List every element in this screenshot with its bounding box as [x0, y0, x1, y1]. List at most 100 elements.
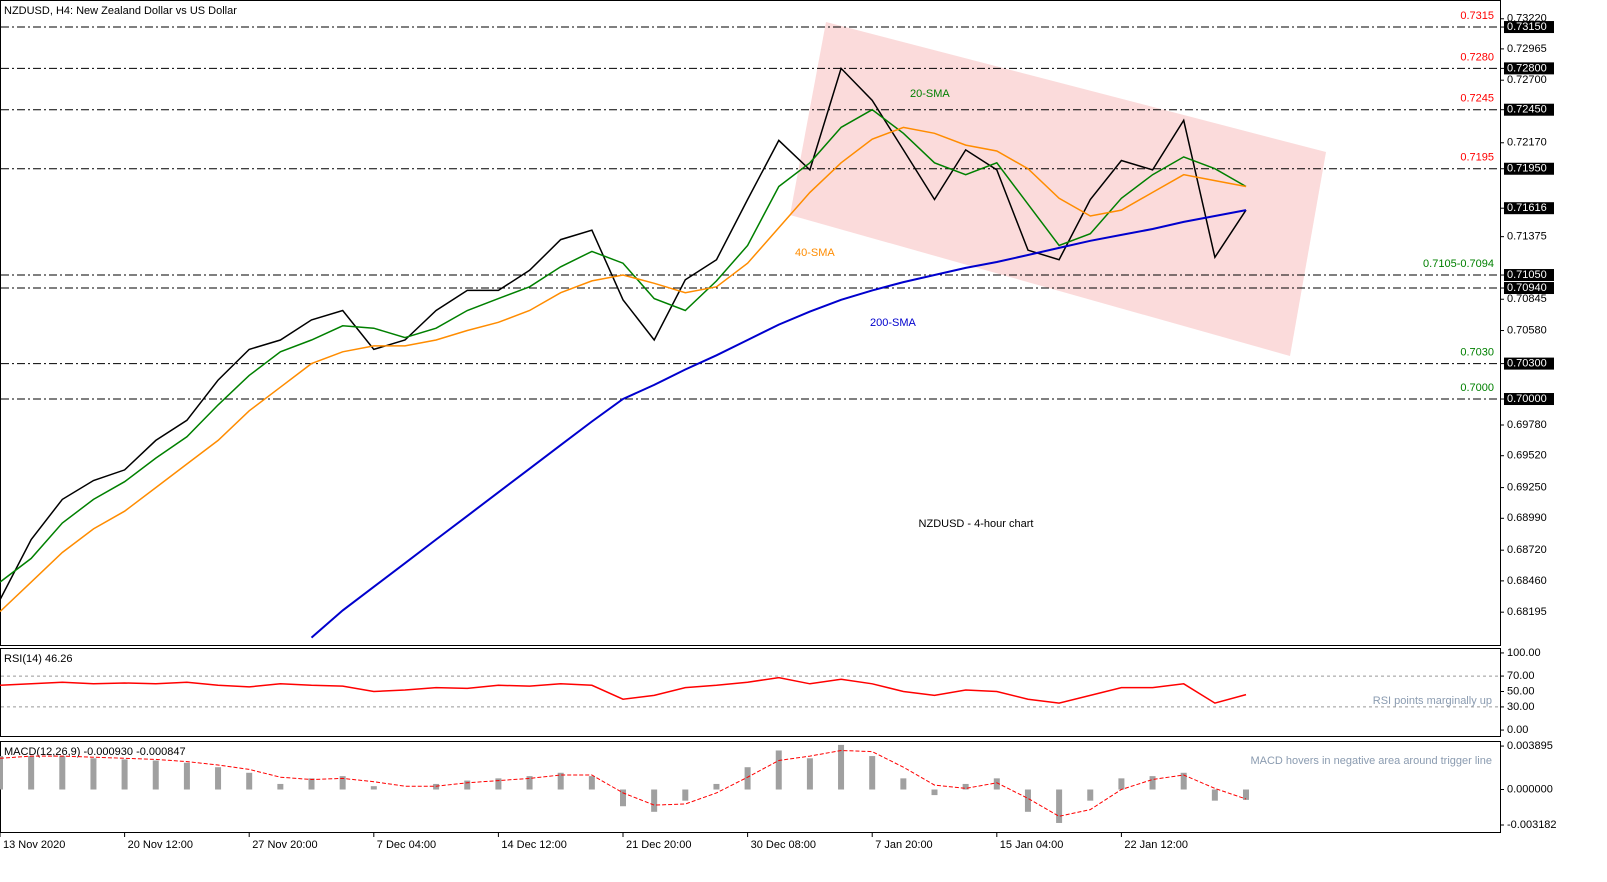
x-tick-label: 30 Dec 08:00 [751, 839, 816, 851]
macd-bar [152, 760, 159, 790]
level-label: 0.7000 [1460, 382, 1494, 394]
y-tick-label: 30.00 [1507, 701, 1535, 713]
y-tick-label: 0.70580 [1507, 324, 1547, 336]
macd-bar [215, 767, 222, 790]
y-tick-highlight [1504, 103, 1554, 116]
macd-bar [0, 756, 3, 790]
y-tick-label: 0.71375 [1507, 231, 1547, 243]
y-tick-label: 0.69520 [1507, 450, 1547, 462]
y-tick-label: 0.72450 [1507, 104, 1547, 116]
macd-bar [993, 778, 1000, 790]
series-line [0, 749, 1247, 817]
descending-channel [790, 22, 1326, 356]
macd-bar [183, 762, 190, 790]
y-tick-label: 0.70300 [1507, 358, 1547, 370]
y-tick-label: 0.70845 [1507, 293, 1547, 305]
y-tick-label: 0.69780 [1507, 419, 1547, 431]
macd-bar [557, 772, 564, 790]
chart-subtitle: NZDUSD - 4-hour chart [919, 518, 1034, 530]
macd-bar [1024, 789, 1031, 812]
x-tick-label: 27 Nov 20:00 [252, 839, 317, 851]
y-tick-label: 100.00 [1507, 647, 1541, 659]
macd-bar [588, 776, 595, 790]
y-tick-label: 0.68720 [1507, 544, 1547, 556]
x-tick-label: 13 Nov 2020 [3, 839, 65, 851]
macd-bar [713, 783, 720, 790]
y-tick-label: 0.69250 [1507, 481, 1547, 493]
y-tick-label: 0.71050 [1507, 269, 1547, 281]
macd-bar [246, 772, 253, 790]
macd-bar [838, 744, 845, 790]
x-tick-label: 14 Dec 12:00 [501, 839, 566, 851]
macd-bar [1211, 789, 1218, 801]
x-tick-label: 7 Jan 20:00 [875, 839, 933, 851]
macd-bar [433, 783, 440, 790]
series-line [0, 108, 1247, 583]
y-tick-label: 0.72965 [1507, 43, 1547, 55]
macd-bar [464, 780, 471, 790]
y-tick-label: 0.68460 [1507, 575, 1547, 587]
y-tick-highlight [1504, 21, 1554, 34]
y-tick-label: 0.72700 [1507, 74, 1547, 86]
level-label: 0.7105-0.7094 [1423, 258, 1494, 270]
level-label: 0.7315 [1460, 10, 1494, 22]
macd-bar [121, 759, 128, 790]
macd-bar [620, 789, 627, 807]
main-frame [0, 0, 1501, 646]
pane-title: NZDUSD, H4: New Zealand Dollar vs US Dol… [4, 5, 237, 17]
macd-bar [90, 758, 97, 790]
macd-bar [277, 783, 284, 790]
level-label: 0.7280 [1460, 51, 1494, 63]
macd-bar [308, 778, 315, 790]
macd-bar [526, 776, 533, 790]
y-tick-label: 0.003895 [1507, 740, 1553, 752]
series-line [310, 209, 1247, 639]
macd-bar [1243, 789, 1250, 800]
macd-bar [869, 756, 876, 790]
series-label: 200-SMA [870, 317, 917, 329]
series-line [0, 126, 1247, 613]
macd-bar [495, 778, 502, 790]
macd-bar [1087, 789, 1094, 801]
x-tick-label: 15 Jan 04:00 [1000, 839, 1064, 851]
macd-bar [931, 789, 938, 796]
y-tick-highlight [1504, 202, 1554, 215]
y-tick-highlight [1504, 393, 1554, 406]
rsi-frame [0, 648, 1501, 737]
level-label: 0.7030 [1460, 347, 1494, 359]
y-tick-label: 0.71950 [1507, 163, 1547, 175]
annotation: MACD hovers in negative area around trig… [1250, 755, 1492, 767]
y-tick-label: 0.68195 [1507, 606, 1547, 618]
y-tick-label: 0.72170 [1507, 137, 1547, 149]
level-label: 0.7245 [1460, 93, 1494, 105]
y-tick-highlight [1504, 282, 1554, 295]
macd-bar [775, 750, 782, 790]
macd-bar [682, 789, 689, 801]
y-tick-label: 0.72800 [1507, 62, 1547, 74]
y-tick-label: 50.00 [1507, 685, 1535, 697]
macd-bar [339, 776, 346, 790]
y-tick-label: 70.00 [1507, 670, 1535, 682]
series-line [0, 676, 1247, 704]
y-tick-label: 0.00 [1507, 724, 1528, 736]
y-tick-highlight [1504, 269, 1554, 282]
annotation: RSI points marginally up [1373, 695, 1492, 707]
macd-bar [1118, 778, 1125, 790]
pane-title: MACD(12,26,9) -0.000930 -0.000847 [4, 746, 186, 758]
y-tick-label: 0.70940 [1507, 282, 1547, 294]
series-label: 40-SMA [795, 247, 835, 259]
macd-bar [806, 758, 813, 790]
y-tick-highlight [1504, 357, 1554, 370]
y-tick-highlight [1504, 162, 1554, 175]
macd-bar [1149, 776, 1156, 790]
macd-bar [59, 756, 66, 790]
y-tick-label: -0.003182 [1507, 819, 1557, 831]
y-tick-label: 0.71616 [1507, 202, 1547, 214]
macd-bar [28, 756, 35, 790]
macd-bar [1180, 772, 1187, 790]
macd-bar [1056, 789, 1063, 823]
y-tick-label: 0.68990 [1507, 512, 1547, 524]
y-tick-label: 0.73150 [1507, 21, 1547, 33]
x-tick-label: 21 Dec 20:00 [626, 839, 691, 851]
